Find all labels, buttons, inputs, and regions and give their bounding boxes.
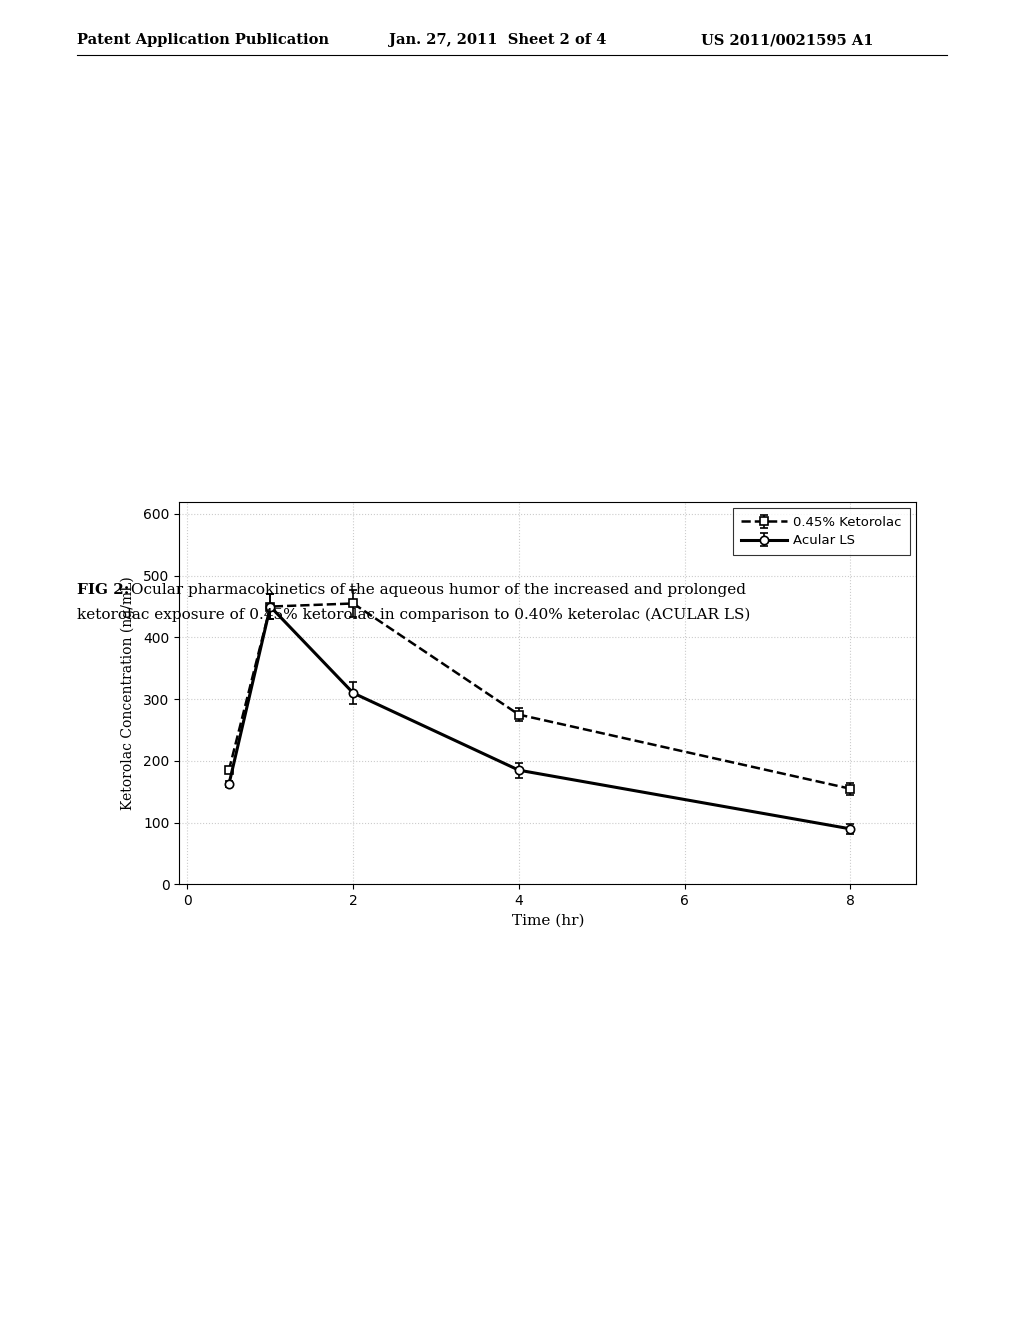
Text: US 2011/0021595 A1: US 2011/0021595 A1 [701, 33, 873, 48]
Text: ketorolac exposure of 0.45% ketorolac in comparison to 0.40% keterolac (ACULAR L: ketorolac exposure of 0.45% ketorolac in… [77, 607, 751, 622]
Text: Jan. 27, 2011  Sheet 2 of 4: Jan. 27, 2011 Sheet 2 of 4 [389, 33, 606, 48]
Y-axis label: Ketorolac Concentration (ng/mL): Ketorolac Concentration (ng/mL) [121, 576, 135, 810]
Text: Patent Application Publication: Patent Application Publication [77, 33, 329, 48]
Text: FIG 2:: FIG 2: [77, 583, 129, 598]
Legend: 0.45% Ketorolac, Acular LS: 0.45% Ketorolac, Acular LS [733, 508, 910, 556]
X-axis label: Time (hr): Time (hr) [512, 913, 584, 928]
Text: Ocular pharmacokinetics of the aqueous humor of the increased and prolonged: Ocular pharmacokinetics of the aqueous h… [126, 583, 745, 598]
